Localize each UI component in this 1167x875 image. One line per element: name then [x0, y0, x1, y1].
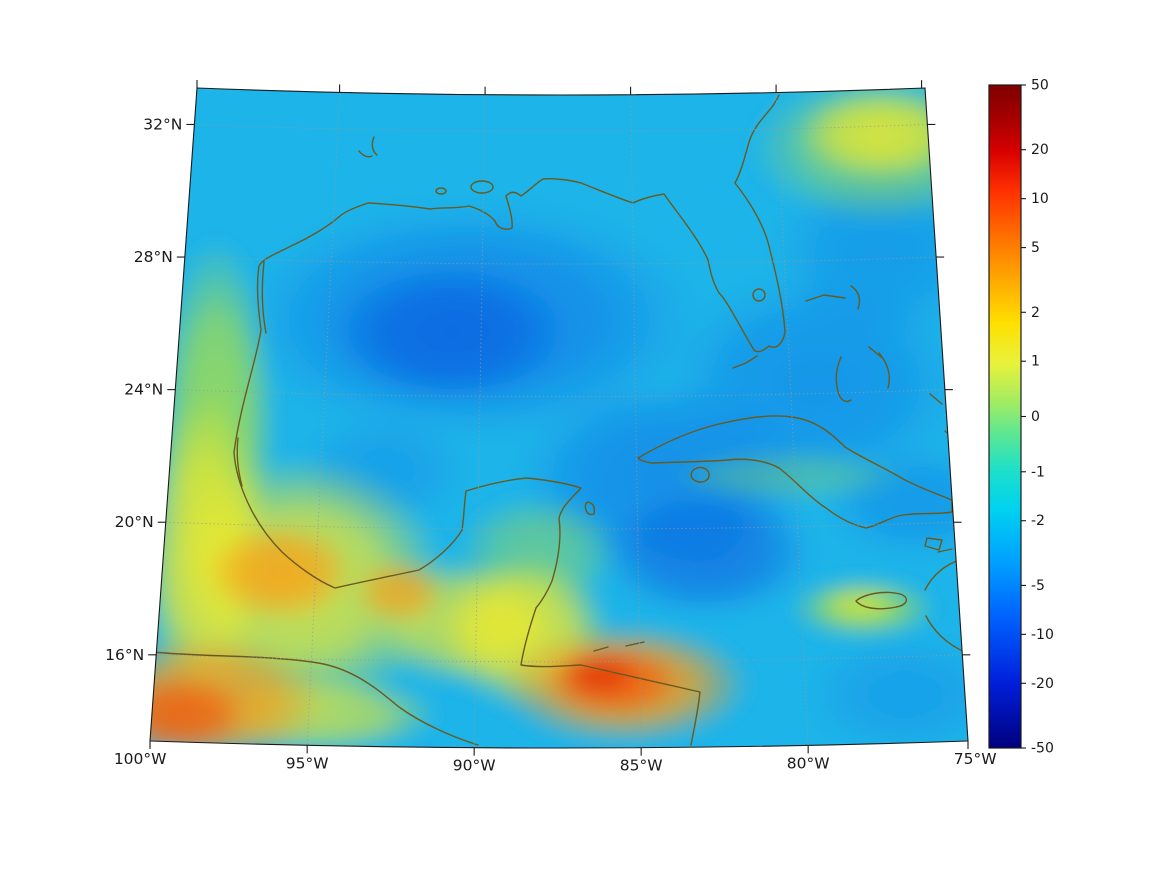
field-blob: [150, 674, 249, 748]
coastline-bahama-cays-east1: [929, 393, 943, 405]
coastline-cuba: [637, 415, 953, 529]
coastline-pacific-central-america: [151, 651, 479, 746]
coastline-exuma-chain: [878, 352, 891, 389]
field-blob: [560, 651, 641, 698]
coastline-tortuga: [937, 548, 953, 553]
coastline-cozumel: [584, 501, 596, 516]
coastline-great-inagua: [924, 537, 943, 551]
coastline-abaco: [850, 285, 861, 310]
field-blob: [796, 88, 967, 181]
field-blob: [353, 558, 445, 625]
meridian-gridline: [630, 94, 642, 748]
sam-rayburn-reservoir: [358, 150, 373, 158]
coastline-jamaica: [855, 591, 907, 610]
field-blob: [805, 634, 968, 748]
latitude-tick-label: 16°N: [105, 646, 144, 664]
parallel-gridline: [175, 389, 945, 398]
coastline-north-america-mainland: [233, 94, 786, 746]
colorbar-tick-label: 50: [1031, 78, 1049, 94]
graticule: [156, 92, 963, 748]
meridian-gridline: [306, 92, 341, 746]
coastline-new-providence: [868, 346, 882, 358]
colorbar-tick-label: -20: [1031, 676, 1054, 692]
colorbar-tick-label: 2: [1031, 305, 1040, 321]
coastline-layer: [151, 94, 966, 746]
lake-okeechobee: [752, 288, 766, 302]
latitude-tick-label: 24°N: [124, 381, 163, 399]
small-lake-louisiana: [435, 187, 447, 195]
colorbar-ticks: [1021, 84, 1026, 749]
colorbar-tick-label: 0: [1031, 409, 1040, 425]
field-blob: [596, 485, 815, 619]
longitude-tick-label: 85°W: [620, 757, 663, 775]
colorbar-tick-label: -1: [1031, 464, 1045, 480]
longitude-tick-label: 75°W: [954, 750, 997, 768]
latitude-tick-label: 28°N: [134, 248, 173, 266]
bay-islands-utila: [593, 646, 609, 652]
meridian-gridline: [473, 94, 486, 748]
parallel-gridline: [194, 123, 928, 132]
colorbar-tick-label: -5: [1031, 578, 1045, 594]
toledo-bend-reservoir: [371, 136, 378, 156]
latitude-tick-label: 20°N: [115, 513, 154, 531]
laguna-madre-mexico: [236, 437, 243, 487]
axis-labels: 100°W 95°W 90°W 85°W 80°W 75°W 32°N 28°N 24°N 20°…: [105, 115, 996, 774]
bay-islands-roatan: [625, 641, 645, 647]
latitude-tick-label: 32°N: [143, 115, 182, 133]
field-blob: [205, 522, 355, 622]
colorbar-tick-label: -2: [1031, 513, 1045, 529]
meridian-gridline: [775, 92, 809, 746]
axis-ticks: [148, 80, 971, 756]
lake-pontchartrain: [470, 180, 494, 194]
colorbar-tick-label: 10: [1031, 191, 1049, 207]
heatmap-layer: [150, 88, 968, 748]
colorbar-tick-label: -50: [1031, 741, 1054, 757]
map-frame: [149, 87, 969, 749]
laguna-madre-texas: [261, 261, 267, 334]
coastline-grand-bahama: [805, 294, 846, 302]
field-blob: [330, 263, 571, 403]
colorbar-tick-label: -10: [1031, 627, 1054, 643]
coastline-isla-juventud: [690, 466, 710, 483]
coastline-andros: [835, 356, 852, 403]
colorbar-tick-label: 20: [1031, 142, 1049, 158]
colorbar-gradient-bar: [988, 84, 1022, 749]
colorbar-tick-label: 1: [1031, 354, 1040, 370]
coastline-hispaniola-south-peninsula: [925, 615, 966, 653]
coastline-florida-keys: [732, 355, 758, 369]
longitude-tick-label: 100°W: [114, 750, 167, 768]
longitude-tick-label: 95°W: [286, 754, 329, 772]
longitude-tick-label: 80°W: [787, 754, 830, 772]
colorbar-tick-label: 5: [1031, 240, 1040, 256]
longitude-tick-label: 90°W: [453, 757, 496, 775]
